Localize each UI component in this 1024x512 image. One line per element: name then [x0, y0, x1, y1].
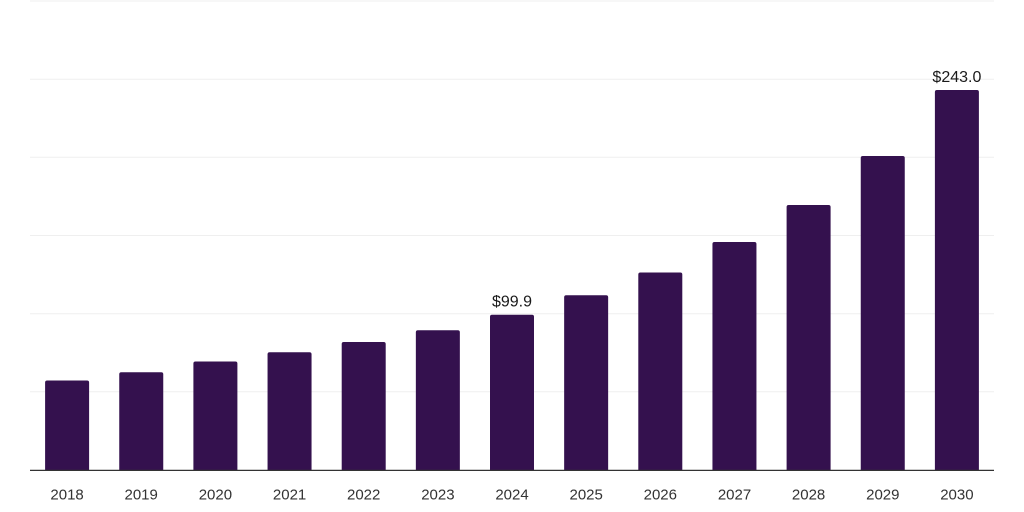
svg-text:2025: 2025 [570, 486, 603, 503]
svg-text:2027: 2027 [718, 486, 751, 503]
svg-text:2029: 2029 [866, 486, 899, 503]
svg-text:2020: 2020 [199, 486, 232, 503]
svg-text:2028: 2028 [792, 486, 825, 503]
svg-text:$99.9: $99.9 [492, 294, 532, 311]
svg-text:2018: 2018 [50, 486, 83, 503]
svg-text:2019: 2019 [125, 486, 158, 503]
svg-text:2024: 2024 [495, 486, 528, 503]
svg-text:$243.0: $243.0 [932, 69, 981, 86]
svg-text:2030: 2030 [940, 486, 973, 503]
svg-text:2022: 2022 [347, 486, 380, 503]
svg-text:2023: 2023 [421, 486, 454, 503]
svg-text:2021: 2021 [273, 486, 306, 503]
svg-text:2026: 2026 [644, 486, 677, 503]
